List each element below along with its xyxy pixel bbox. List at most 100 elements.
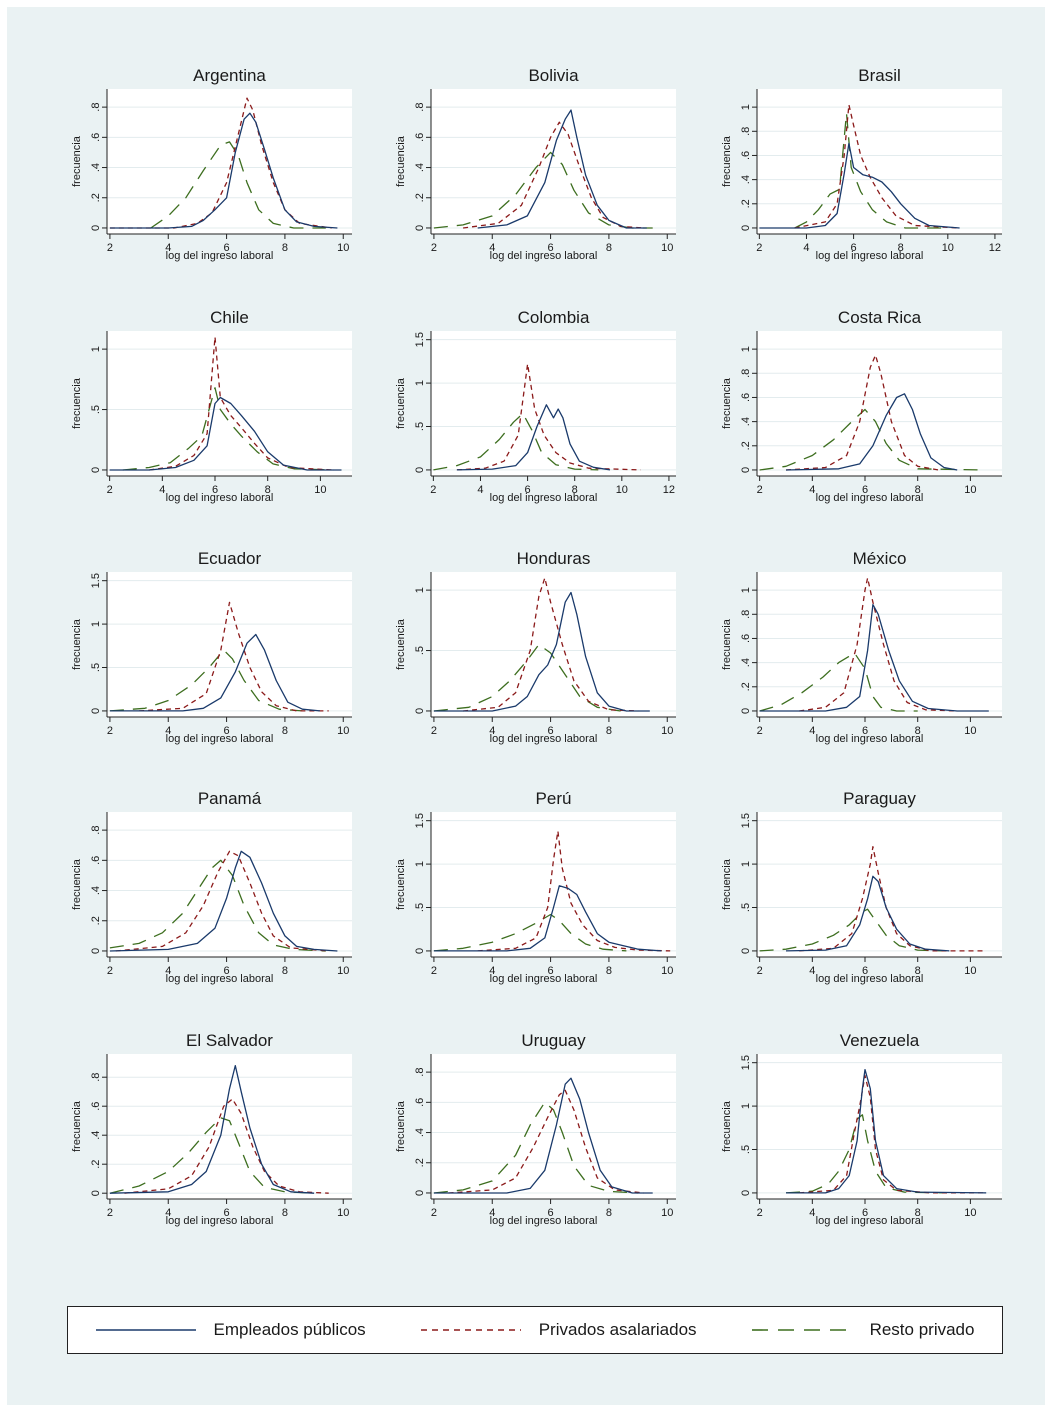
series-line-empleados-publicos — [433, 591, 650, 712]
y-tick-label: 0 — [90, 708, 102, 714]
panel-title: Brasil — [858, 66, 901, 85]
y-tick-label: 0 — [90, 1190, 102, 1196]
y-tick-label: .6 — [740, 634, 752, 643]
y-axis-label: frecuencia — [71, 858, 83, 910]
y-tick-label: .2 — [740, 682, 752, 691]
y-tick-label: 0 — [90, 948, 102, 954]
y-tick-label: .6 — [90, 1102, 102, 1111]
legend-item-resto-privado: Resto privado — [751, 1320, 974, 1340]
x-tick-label: 8 — [898, 242, 904, 254]
x-tick-label: 8 — [606, 725, 612, 737]
x-tick-label: 6 — [548, 725, 554, 737]
x-tick-label: 2 — [757, 965, 763, 977]
y-tick-label: 1.5 — [740, 1055, 752, 1070]
x-axis-label: log del ingreso laboral — [166, 250, 274, 262]
x-tick-label: 2 — [430, 484, 436, 496]
series-line-privados-asalariados — [463, 577, 639, 712]
x-tick-label: 10 — [964, 725, 976, 737]
x-tick-label: 2 — [107, 484, 113, 496]
panel-paraguay: Paraguay 0 .5 1 1.5 2 4 6 8 10 log del ingreso lab… — [721, 789, 1002, 985]
x-tick-label: 8 — [572, 484, 578, 496]
panel-costa-rica: Costa Rica 0 .2 .4 .6 .8 1 2 4 6 8 10 log del ingres… — [721, 308, 1002, 504]
panel-title: Honduras — [517, 549, 591, 568]
series-line-empleados-publicos — [785, 875, 950, 952]
series-line-empleados-publicos — [109, 396, 342, 471]
x-tick-label: 4 — [477, 484, 483, 496]
y-axis-label: frecuencia — [395, 377, 407, 429]
x-tick-label: 2 — [757, 484, 763, 496]
y-axis-label: frecuencia — [395, 1100, 407, 1152]
y-tick-label: .8 — [90, 103, 102, 112]
series-line-empleados-publicos — [477, 109, 647, 229]
y-axis-label: frecuencia — [395, 858, 407, 910]
plot-area — [431, 572, 676, 717]
y-tick-label: .4 — [90, 886, 102, 895]
panel-honduras: Honduras 0 .5 1 2 4 6 8 10 log del ingreso labora… — [395, 549, 676, 745]
y-tick-label: .5 — [740, 903, 752, 912]
x-tick-label: 8 — [915, 1207, 921, 1219]
series-line-empleados-publicos — [456, 404, 611, 471]
y-tick-label: .6 — [414, 1098, 426, 1107]
x-tick-label: 4 — [159, 484, 165, 496]
y-tick-label: .5 — [90, 405, 102, 414]
y-tick-label: 1.5 — [414, 813, 426, 828]
series-line-resto-privado — [109, 1117, 315, 1194]
panel-title: México — [853, 549, 907, 568]
legend-item-privados-asalariados: Privados asalariados — [420, 1320, 697, 1340]
series-line-resto-privado — [109, 859, 326, 952]
panel-title: Ecuador — [198, 549, 262, 568]
x-tick-label: 8 — [265, 484, 271, 496]
y-tick-label: .5 — [414, 903, 426, 912]
panel-title: Bolivia — [528, 66, 579, 85]
plot-area — [107, 812, 352, 957]
x-tick-label: 2 — [107, 242, 113, 254]
y-tick-label: 0 — [740, 1190, 752, 1196]
x-tick-label: 4 — [489, 242, 495, 254]
panel-argentina: Argentina 0 .2 .4 .6 .8 2 4 6 8 10 log del ingreso … — [71, 66, 352, 262]
y-tick-label: .5 — [414, 646, 426, 655]
x-tick-label: 12 — [663, 484, 675, 496]
x-tick-label: 8 — [915, 484, 921, 496]
figure: Argentina 0.2.4.6.8 2 4 6 8 10 log del ingreso … — [7, 7, 1045, 1405]
x-tick-label: 6 — [851, 242, 857, 254]
x-tick-label: 12 — [989, 242, 1001, 254]
series-line-empleados-publicos — [759, 603, 989, 712]
y-tick-label: 1 — [414, 861, 426, 867]
x-axis-label: log del ingreso laboral — [166, 492, 274, 504]
panel-title: El Salvador — [186, 1031, 273, 1050]
y-tick-label: .2 — [90, 916, 102, 925]
x-tick-label: 6 — [548, 965, 554, 977]
x-tick-label: 10 — [661, 965, 673, 977]
x-tick-label: 6 — [862, 1207, 868, 1219]
y-tick-label: .6 — [90, 133, 102, 142]
x-tick-label: 10 — [942, 242, 954, 254]
series-line-privados-asalariados — [115, 850, 329, 952]
y-tick-label: .2 — [414, 193, 426, 202]
y-tick-label: .8 — [414, 103, 426, 112]
series-line-empleados-publicos — [109, 850, 338, 952]
y-tick-label: 1.5 — [414, 332, 426, 347]
x-tick-label: 10 — [337, 965, 349, 977]
x-tick-label: 6 — [862, 725, 868, 737]
y-tick-label: .8 — [740, 369, 752, 378]
x-tick-label: 2 — [107, 1207, 113, 1219]
y-tick-label: 1 — [90, 621, 102, 627]
x-tick-label: 8 — [282, 725, 288, 737]
x-tick-label: 2 — [756, 242, 762, 254]
legend-item-empleados-publicos: Empleados públicos — [95, 1320, 366, 1340]
y-tick-label: .6 — [414, 133, 426, 142]
x-tick-label: 2 — [757, 725, 763, 737]
x-axis-label: log del ingreso laboral — [490, 733, 598, 745]
y-tick-label: .8 — [414, 1068, 426, 1077]
series-line-privados-asalariados — [124, 1098, 329, 1194]
series-line-resto-privado — [122, 387, 334, 471]
y-axis-label: frecuencia — [71, 377, 83, 429]
y-tick-label: .8 — [740, 610, 752, 619]
y-axis-label: frecuencia — [71, 618, 83, 670]
x-axis-label: log del ingreso laboral — [490, 492, 598, 504]
y-tick-label: .4 — [414, 163, 426, 172]
series-line-empleados-publicos — [785, 393, 958, 471]
series-line-privados-asalariados — [785, 354, 939, 471]
legend-swatch-dash — [420, 1329, 521, 1331]
series-line-resto-privado — [794, 112, 948, 229]
